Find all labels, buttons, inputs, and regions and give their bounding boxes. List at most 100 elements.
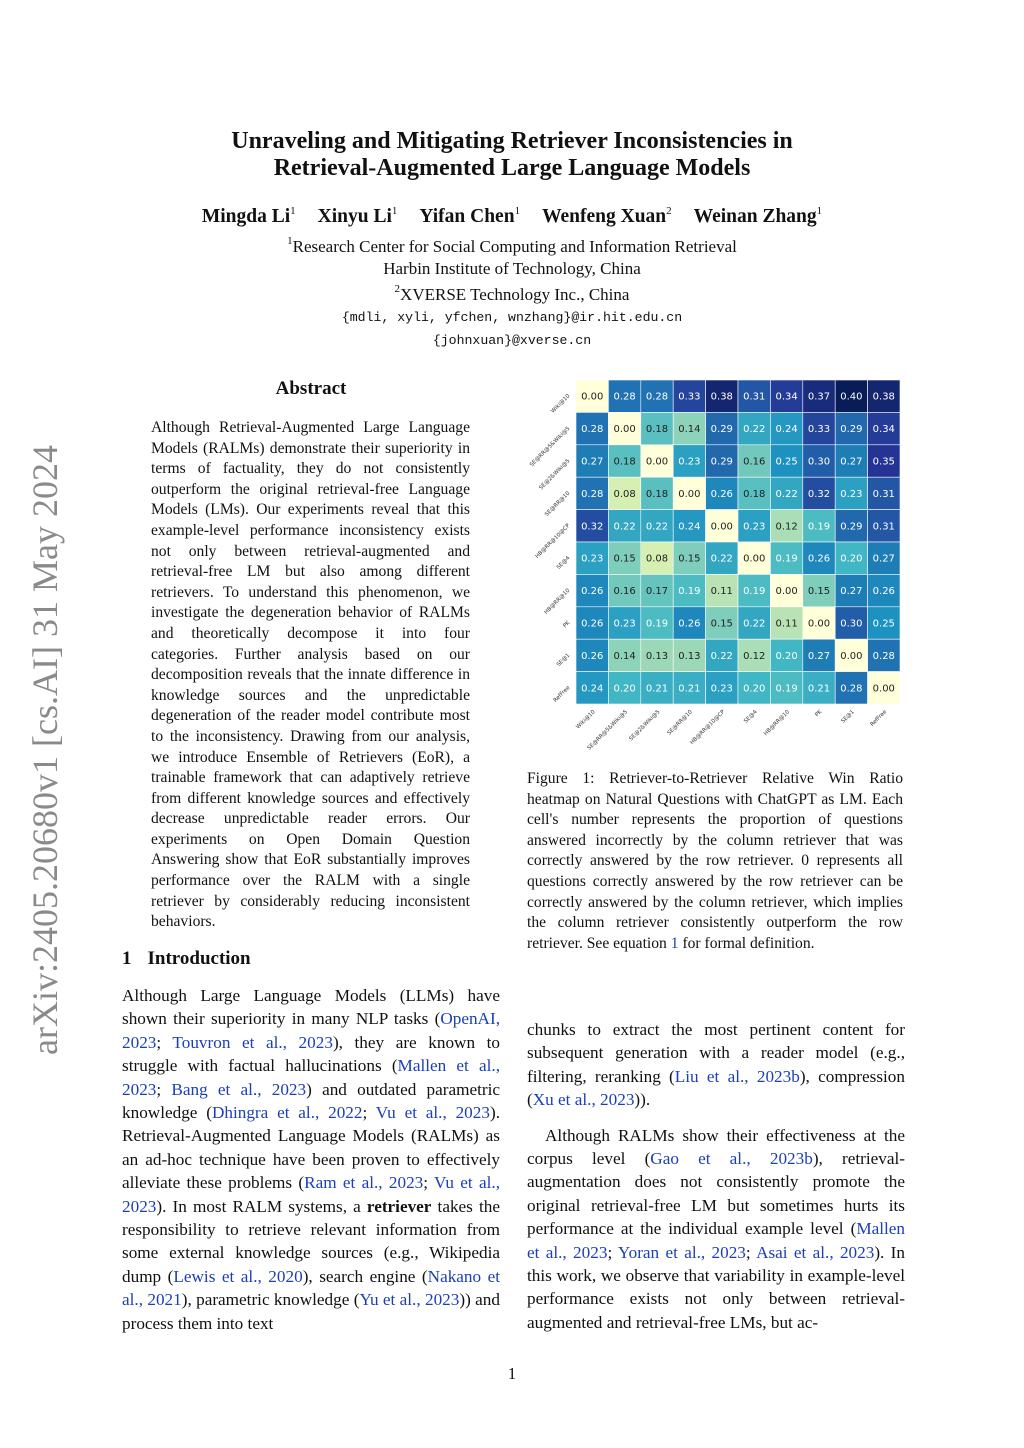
row-tick-label: HB@RR@10 <box>543 587 571 615</box>
email: {johnxuan}@xverse.cn <box>432 332 592 348</box>
heatmap-cell <box>737 476 771 510</box>
citation-link[interactable]: 1 <box>670 934 679 952</box>
heatmap-cell-label: 0.00 <box>873 683 895 694</box>
title-line: Unraveling and Mitigating Retriever Inco… <box>231 128 793 154</box>
citation-link[interactable]: Yoran et al., 2023 <box>617 1242 746 1262</box>
citation-link[interactable]: OpenAI, 2023 <box>122 1009 500 1052</box>
heatmap-cell <box>834 476 868 510</box>
heatmap-cell-label: 0.28 <box>581 489 603 500</box>
citation-link[interactable]: Gao et al., 2023b <box>650 1149 813 1169</box>
heatmap-cell <box>867 671 901 705</box>
heatmap-cell-label: 0.15 <box>613 554 635 565</box>
citation-link[interactable]: Liu et al., 2023b <box>674 1066 800 1086</box>
column-tick-label: RefFree <box>869 709 888 728</box>
heatmap-cell-label: 0.28 <box>581 424 603 435</box>
heatmap-cell <box>608 638 642 672</box>
citation-link[interactable]: Yu et al., 2023 <box>359 1290 460 1310</box>
heatmap-cell <box>737 509 771 543</box>
heatmap-cell-label: 0.08 <box>646 554 668 565</box>
column-tick-label: SE@1 <box>840 709 856 725</box>
heatmap-cell <box>575 476 609 510</box>
author-name: Yifan Chen <box>419 206 515 227</box>
heatmap-cell <box>672 412 706 446</box>
author-list: Mingda Li1 Xinyu Li1 Yifan Chen1 Wenfeng Xu… <box>0 205 1024 228</box>
author: Xinyu Li1 <box>318 205 398 227</box>
heatmap-cell-label: 0.37 <box>808 392 830 403</box>
heatmap-cell <box>705 379 739 413</box>
heatmap-cell-label: 0.18 <box>646 424 668 435</box>
text-run: ; <box>156 1032 173 1052</box>
citation-link[interactable]: Mallen et al., 2023 <box>527 1219 905 1262</box>
row-tick-label: HB@RR@10@CP <box>534 522 571 559</box>
heatmap-cell-label: 0.27 <box>873 554 895 565</box>
row-tick-label: SE@1 <box>556 653 572 669</box>
heatmap-cell-label: 0.14 <box>613 651 635 662</box>
heatmap-cell-label: 0.22 <box>646 521 668 532</box>
heatmap-cell-label: 0.18 <box>743 489 765 500</box>
heatmap-cell <box>802 541 836 575</box>
heatmap-cell <box>608 509 642 543</box>
affiliations: 1Research Center for Social Computing an… <box>0 231 1024 352</box>
heatmap-cell-label: 0.35 <box>873 457 895 468</box>
citation-link[interactable]: Vu et al., 2023 <box>122 1173 501 1216</box>
text-run: chunks to extract the most pertinent con… <box>527 1020 905 1086</box>
text-run: ), compression ( <box>527 1066 905 1110</box>
text-run: ). In this work, we observe that variabi… <box>527 1242 905 1332</box>
heatmap-cell-label: 0.19 <box>678 586 700 597</box>
heatmap-cell-label: 0.23 <box>711 683 733 694</box>
citation-link[interactable]: Ram et al., 2023 <box>304 1173 424 1193</box>
citation-link[interactable]: Asai et al., 2023 <box>756 1242 875 1262</box>
citation-link[interactable]: Lewis et al., 2020 <box>173 1266 303 1286</box>
heatmap-cell-label: 0.29 <box>711 424 733 435</box>
author-name: Wenfeng Xuan <box>542 206 667 227</box>
heatmap-cell-label: 0.15 <box>711 619 733 630</box>
bold-term: retriever <box>366 1196 432 1216</box>
citation-link[interactable]: Touvron et al., 2023 <box>172 1032 333 1052</box>
citation-link[interactable]: Nakano et al., 2021 <box>122 1266 501 1310</box>
heatmap-cell-label: 0.25 <box>775 457 797 468</box>
heatmap-cell-label: 0.30 <box>808 457 830 468</box>
row-tick-label: SE@RR@10 <box>544 490 572 518</box>
heatmap-cell-label: 0.15 <box>678 554 700 565</box>
heatmap-cell <box>867 606 901 640</box>
heatmap-cell-label: 0.08 <box>613 489 635 500</box>
citation-link[interactable]: Bang et al., 2023 <box>171 1079 307 1099</box>
heatmap-cell <box>608 412 642 446</box>
text-run: ; <box>607 1242 618 1262</box>
affiliation-mark: 1 <box>391 205 398 217</box>
heatmap-cell-label: 0.31 <box>873 521 895 532</box>
section-number: 1 <box>122 948 132 969</box>
heatmap-cell-label: 0.22 <box>613 521 635 532</box>
column-tick-label: HB@RR@10@CP <box>689 709 726 746</box>
heatmap-cell <box>640 476 674 510</box>
column-tick-label: HB@RR@10 <box>763 709 791 737</box>
citation-link[interactable]: Vu et al., 2023 <box>375 1103 490 1123</box>
heatmap-cell <box>737 379 771 413</box>
column-tick-label: SE@2&Wiki@5 <box>628 709 661 742</box>
heatmap-cell-label: 0.26 <box>808 554 830 565</box>
text-run: )). <box>634 1090 651 1110</box>
citation-link[interactable]: Xu et al., 2023 <box>532 1090 635 1110</box>
heatmap-cell <box>640 541 674 575</box>
citation-link[interactable]: Mallen et al., 2023 <box>122 1056 500 1099</box>
heatmap-cell-label: 0.33 <box>678 392 700 403</box>
heatmap-cell <box>737 606 771 640</box>
heatmap-cell <box>867 638 901 672</box>
heatmap-cell-label: 0.29 <box>711 457 733 468</box>
heatmap-cell-label: 0.00 <box>775 586 797 597</box>
text-run: ), retrieval-augmentation does not consi… <box>527 1149 905 1239</box>
row-tick-label: SE@4 <box>556 555 572 571</box>
heatmap-cell <box>834 671 868 705</box>
heatmap-cell-label: 0.40 <box>840 392 862 403</box>
citation-link[interactable]: Dhingra et al., 2022 <box>211 1103 363 1123</box>
row-tick-label: Wiki@10 <box>550 393 572 415</box>
heatmap-cell-label: 0.22 <box>743 424 765 435</box>
heatmap-cell-label: 0.30 <box>840 619 862 630</box>
heatmap-cell <box>737 444 771 478</box>
heatmap-cell-label: 0.00 <box>646 457 668 468</box>
heatmap-cell <box>802 671 836 705</box>
heatmap-cell-label: 0.26 <box>711 489 733 500</box>
heatmap-cell <box>608 671 642 705</box>
heatmap-cell <box>770 412 804 446</box>
heatmap-cell-label: 0.22 <box>743 619 765 630</box>
